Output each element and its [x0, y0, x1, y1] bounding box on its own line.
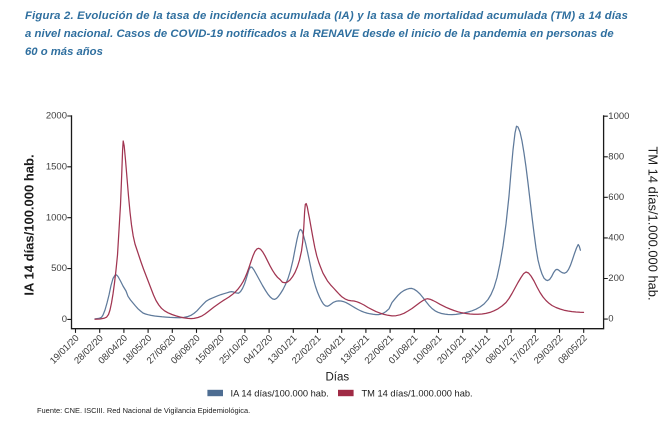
svg-text:IA 14 días/100.000 hab.: IA 14 días/100.000 hab. — [22, 154, 37, 295]
svg-text:400: 400 — [608, 233, 624, 244]
svg-text:2000: 2000 — [46, 111, 67, 122]
svg-text:1000: 1000 — [46, 212, 67, 223]
svg-text:TM 14 días/1.000.000 hab.: TM 14 días/1.000.000 hab. — [362, 389, 473, 399]
svg-text:60 o más años: 60 o más años — [25, 46, 103, 58]
svg-text:800: 800 — [608, 151, 624, 162]
svg-text:500: 500 — [51, 263, 67, 274]
svg-text:0: 0 — [62, 314, 67, 325]
svg-text:Figura 2. Evolución de la tasa: Figura 2. Evolución de la tasa de incide… — [25, 10, 628, 22]
svg-text:Fuente: CNE. ISCIII. Red Nacio: Fuente: CNE. ISCIII. Red Nacional de Vig… — [37, 406, 250, 415]
svg-text:600: 600 — [608, 192, 624, 203]
svg-text:Días: Días — [325, 372, 349, 384]
svg-text:IA 14 días/100.000 hab.: IA 14 días/100.000 hab. — [231, 389, 329, 399]
svg-text:1000: 1000 — [608, 111, 629, 122]
svg-text:TM 14 días/1.000.000 hab.: TM 14 días/1.000.000 hab. — [646, 146, 661, 300]
svg-text:1500: 1500 — [46, 161, 67, 172]
svg-text:0: 0 — [608, 314, 613, 325]
svg-text:200: 200 — [608, 273, 624, 284]
svg-text:a nivel nacional. Casos de COV: a nivel nacional. Casos de COVID-19 noti… — [25, 28, 614, 40]
